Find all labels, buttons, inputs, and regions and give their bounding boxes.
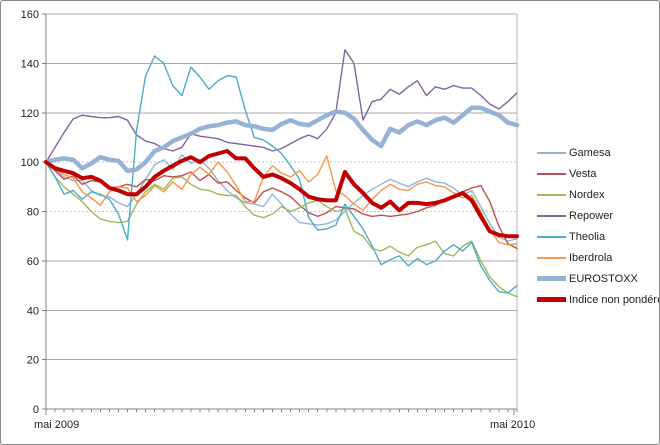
legend-item-gamesa: Gamesa (537, 142, 659, 163)
legend-swatch-repower (537, 214, 566, 217)
legend-swatch-indice-non-pond-r (537, 297, 566, 302)
legend-item-indice-non-pond-r: Indice non pondéré (537, 289, 660, 310)
legend-item-repower: Repower (537, 205, 659, 226)
legend-swatch-iberdrola (537, 256, 566, 259)
legend: Gamesa Vesta Nordex Repower Theolia Iberdrola… (537, 142, 660, 310)
series-line-theolia (45, 55, 518, 294)
legend-label: Nordex (569, 188, 605, 201)
legend-item-nordex: Nordex (537, 184, 659, 205)
series-line-gamesa (45, 153, 518, 242)
y-axis-tick-label: 40 (27, 305, 39, 317)
legend-item-eurostoxx: EUROSTOXX (537, 268, 659, 289)
legend-label: Vesta (569, 167, 597, 180)
legend-swatch-theolia (537, 235, 566, 238)
legend-item-theolia: Theolia (537, 226, 659, 247)
y-axis-tick-label: 100 (21, 157, 39, 169)
legend-label: Indice non pondéré (569, 293, 660, 306)
y-axis-tick-label: 80 (27, 207, 39, 219)
y-axis-tick-label: 0 (33, 404, 39, 416)
legend-swatch-gamesa (537, 151, 566, 154)
legend-label: Gamesa (569, 146, 611, 159)
legend-item-vesta: Vesta (537, 163, 659, 184)
series-line-nordex (45, 161, 518, 298)
series-line-vesta (45, 161, 518, 250)
series-line-iberdrola (45, 155, 518, 246)
legend-label: EUROSTOXX (569, 272, 638, 285)
series-line-indice-non-pond-r (44, 149, 519, 239)
legend-label: Repower (569, 209, 614, 222)
legend-swatch-eurostoxx (537, 276, 566, 281)
x-axis-label-start: mai 2009 (34, 419, 80, 431)
y-axis-tick-label: 60 (27, 256, 39, 268)
series-line-repower (45, 49, 518, 163)
legend-item-iberdrola: Iberdrola (537, 247, 659, 268)
y-axis-tick-label: 120 (21, 108, 39, 120)
legend-label: Theolia (569, 230, 606, 243)
legend-label: Iberdrola (569, 251, 613, 264)
y-axis-tick-label: 160 (21, 9, 39, 21)
legend-swatch-nordex (537, 193, 566, 196)
series-line-eurostoxx (43, 105, 520, 174)
y-axis-tick-label: 20 (27, 355, 39, 367)
y-axis-tick-label: 140 (21, 58, 39, 70)
x-axis-label-end: mai 2010 (490, 419, 536, 431)
legend-swatch-vesta (537, 172, 566, 175)
